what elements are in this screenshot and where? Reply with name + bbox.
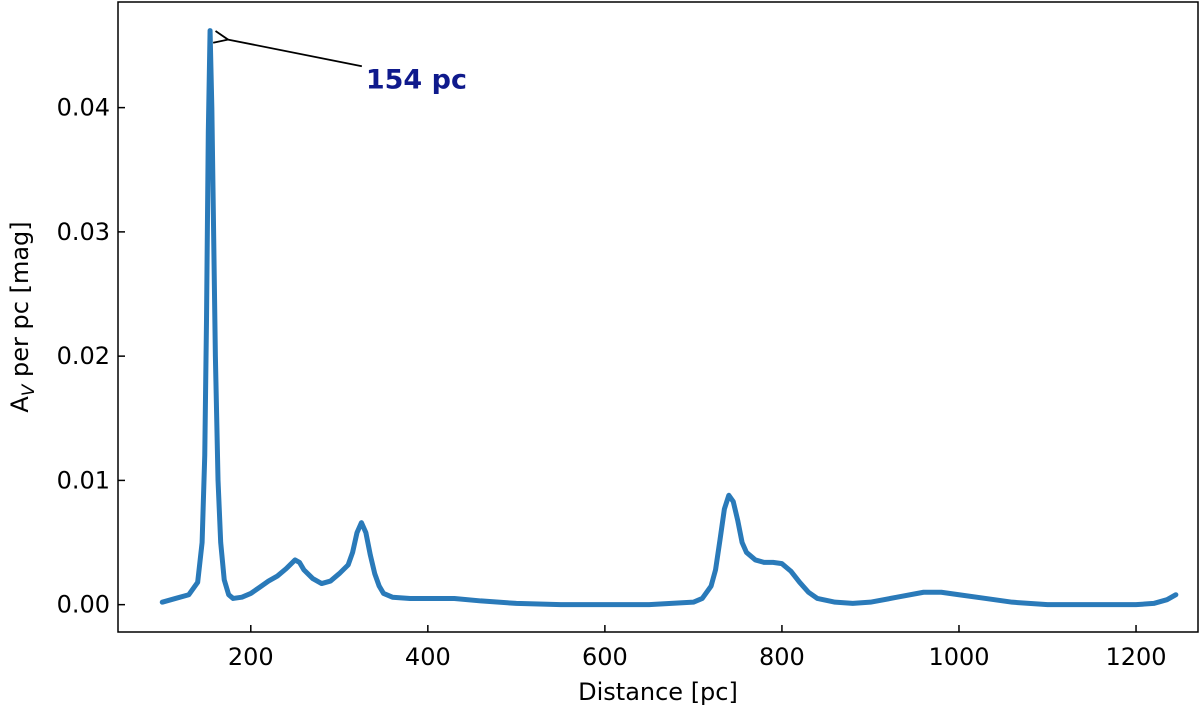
x-axis-label: Distance [pc] (578, 678, 738, 706)
x-tick-label: 1000 (928, 643, 989, 671)
x-tick-label: 600 (582, 643, 628, 671)
y-tick-label: 0.01 (57, 466, 110, 494)
y-tick-label: 0.00 (57, 591, 110, 619)
series-line (159, 28, 1179, 608)
y-tick-label: 0.04 (57, 94, 110, 122)
x-tick-label: 200 (228, 643, 274, 671)
axis-ticks: 200 400 600 800 1000 1200 0.00 0.01 0.02 0.03 0.04 (57, 94, 1167, 671)
y-axis-label-rest: per pc [mag] (6, 221, 34, 384)
annotation-label: 154 pc (366, 64, 467, 95)
y-tick-label: 0.03 (57, 218, 110, 246)
plot-frame (117, 1, 1199, 633)
y-axis-label: AV per pc [mag] (6, 221, 39, 412)
y-axis-label-sub: V (19, 383, 39, 396)
x-tick-label: 1200 (1105, 643, 1166, 671)
annotation-arrow (228, 40, 363, 68)
y-axis-label-main: A (6, 396, 34, 413)
y-tick-label: 0.02 (57, 342, 110, 370)
x-tick-label: 400 (405, 643, 451, 671)
x-tick-label: 800 (759, 643, 805, 671)
